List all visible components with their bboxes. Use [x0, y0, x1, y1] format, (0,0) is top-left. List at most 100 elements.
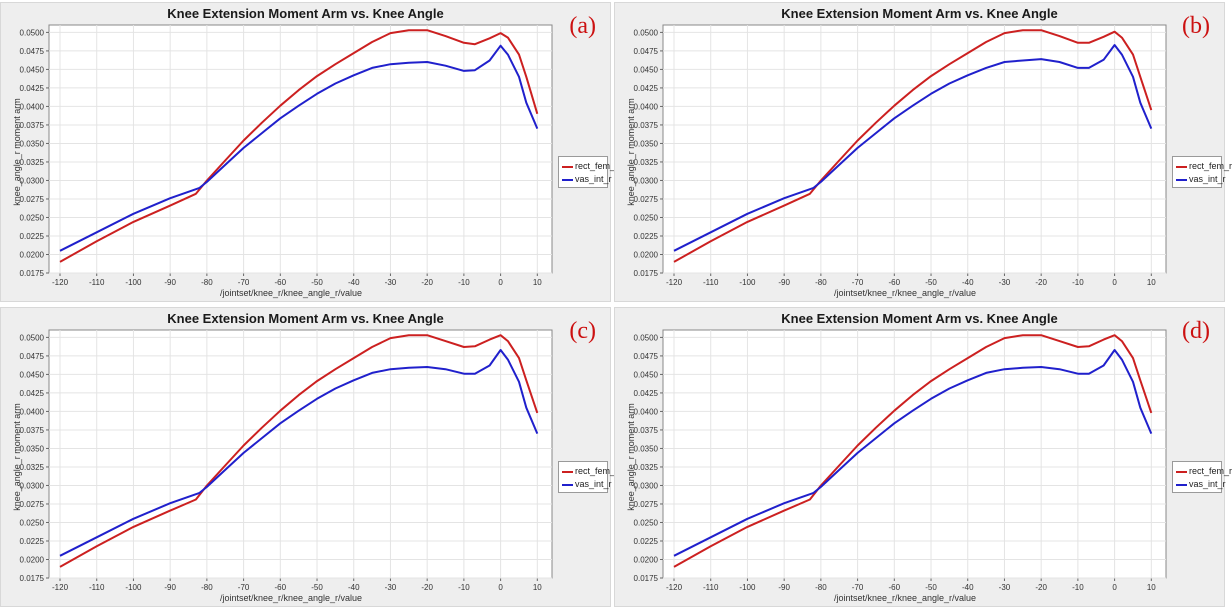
x-tick-label: 10 — [533, 583, 542, 592]
series-line-vas-int-r — [673, 349, 1153, 557]
x-tick-label: -70 — [852, 278, 864, 287]
legend-label: rect_fem_r — [575, 161, 619, 171]
x-tick-label: -80 — [201, 583, 213, 592]
legend-swatch — [562, 483, 573, 486]
legend-swatch — [562, 470, 573, 473]
x-tick-label: -80 — [815, 583, 827, 592]
legend-label: vas_int_r — [1189, 174, 1226, 184]
y-tick-label: 0.0375 — [20, 121, 45, 130]
x-tick-label: -40 — [348, 278, 360, 287]
y-tick-label: 0.0250 — [20, 518, 45, 527]
x-axis-label: /jointset/knee_r/knee_angle_r/value — [219, 288, 363, 298]
legend-item-rect-fem: rect_fem_r — [1176, 465, 1232, 477]
panel-letter: (d) — [1182, 318, 1210, 344]
legend: rect_fem_r vas_int_r — [1172, 156, 1232, 188]
y-tick-label: 0.0225 — [634, 232, 659, 241]
y-tick-label: 0.0450 — [634, 370, 659, 379]
legend-item-rect-fem: rect_fem_r — [562, 465, 618, 477]
x-tick-label: -10 — [458, 278, 470, 287]
series-line-rect-fem-r — [673, 29, 1153, 263]
x-tick-label: -70 — [238, 278, 250, 287]
x-tick-label: -120 — [666, 583, 683, 592]
y-tick-label: 0.0500 — [20, 28, 45, 37]
x-tick-label: -80 — [201, 278, 213, 287]
legend-item-rect-fem: rect_fem_r — [562, 160, 618, 172]
series-line-vas-int-r — [59, 44, 539, 252]
x-tick-label: -50 — [925, 583, 937, 592]
y-tick-label: 0.0425 — [634, 389, 659, 398]
y-tick-label: 0.0400 — [20, 102, 45, 111]
y-tick-label: 0.0450 — [20, 370, 45, 379]
y-tick-label: 0.0400 — [634, 102, 659, 111]
chart-title: Knee Extension Moment Arm vs. Knee Angle — [781, 6, 1058, 21]
y-tick-label: 0.0500 — [20, 333, 45, 342]
chart-title: Knee Extension Moment Arm vs. Knee Angle — [167, 311, 444, 326]
x-tick-label: -10 — [1072, 583, 1084, 592]
y-tick-label: 0.0225 — [20, 232, 45, 241]
x-tick-label: -90 — [164, 583, 176, 592]
x-tick-label: -20 — [1035, 278, 1047, 287]
plot-area — [662, 24, 1167, 274]
series-line-vas-int-r — [673, 44, 1153, 252]
panel-letter: (a) — [569, 13, 596, 39]
plot-area — [48, 329, 553, 579]
y-axis-label: knee_angle_r moment arm — [12, 403, 22, 511]
y-tick-label: 0.0325 — [20, 463, 45, 472]
x-tick-label: -80 — [815, 278, 827, 287]
x-tick-label: -100 — [739, 583, 756, 592]
x-tick-label: -60 — [889, 583, 901, 592]
x-tick-label: 0 — [1112, 583, 1117, 592]
y-tick-label: 0.0375 — [20, 426, 45, 435]
x-tick-label: -110 — [89, 583, 105, 592]
legend-label: rect_fem_r — [1189, 466, 1232, 476]
x-tick-label: -70 — [238, 583, 250, 592]
legend-swatch — [1176, 178, 1187, 181]
y-tick-label: 0.0300 — [20, 176, 45, 185]
y-tick-label: 0.0175 — [20, 269, 45, 278]
legend-label: vas_int_r — [575, 479, 612, 489]
x-axis-label: /jointset/knee_r/knee_angle_r/value — [833, 288, 977, 298]
x-axis-label: /jointset/knee_r/knee_angle_r/value — [833, 593, 977, 603]
legend-label: rect_fem_r — [1189, 161, 1232, 171]
y-tick-label: 0.0400 — [20, 407, 45, 416]
legend-item-rect-fem: rect_fem_r — [1176, 160, 1232, 172]
legend-swatch — [1176, 165, 1187, 168]
y-tick-label: 0.0350 — [20, 139, 45, 148]
plot-svg: -120 -110 -100 -90 -80 -70 -60 -50 -40 -30 -20 -10 0… — [634, 329, 1167, 592]
y-axis-label: knee_angle_r moment arm — [12, 98, 22, 206]
x-tick-label: -120 — [52, 278, 69, 287]
series-line-rect-fem-r — [59, 334, 539, 568]
x-tick-label: -100 — [739, 278, 756, 287]
y-tick-label: 0.0450 — [20, 65, 45, 74]
y-tick-label: 0.0375 — [634, 121, 659, 130]
legend-swatch — [1176, 483, 1187, 486]
y-tick-label: 0.0175 — [20, 574, 45, 583]
panel-letter: (b) — [1182, 13, 1210, 39]
x-tick-label: -40 — [962, 278, 974, 287]
x-tick-label: -30 — [999, 278, 1011, 287]
legend-label: vas_int_r — [1189, 479, 1226, 489]
y-tick-label: 0.0275 — [20, 195, 45, 204]
y-tick-label: 0.0475 — [634, 47, 659, 56]
y-tick-label: 0.0475 — [20, 47, 45, 56]
y-tick-label: 0.0200 — [20, 250, 45, 259]
y-tick-label: 0.0275 — [634, 195, 659, 204]
x-tick-label: -30 — [385, 278, 397, 287]
chart-title: Knee Extension Moment Arm vs. Knee Angle — [781, 311, 1058, 326]
chart-panel-b: -120 -110 -100 -90 -80 -70 -60 -50 -40 -30 -20 -10 0… — [614, 2, 1232, 302]
y-axis-label: knee_angle_r moment arm — [626, 98, 636, 206]
y-tick-label: 0.0500 — [634, 28, 659, 37]
x-tick-label: -40 — [348, 583, 360, 592]
y-tick-label: 0.0250 — [634, 213, 659, 222]
x-tick-label: -90 — [778, 583, 790, 592]
x-tick-label: -20 — [1035, 583, 1047, 592]
y-tick-label: 0.0400 — [634, 407, 659, 416]
x-tick-label: -20 — [421, 278, 433, 287]
y-tick-label: 0.0300 — [20, 481, 45, 490]
y-tick-label: 0.0250 — [634, 518, 659, 527]
chart-panel-c: -120 -110 -100 -90 -80 -70 -60 -50 -40 -30 -20 -10 0… — [0, 307, 618, 607]
legend-label: vas_int_r — [575, 174, 612, 184]
legend: rect_fem_r vas_int_r — [1172, 461, 1232, 493]
x-tick-label: -60 — [889, 278, 901, 287]
chart-panel-a: -120 -110 -100 -90 -80 -70 -60 -50 -40 -30 -20 -10 0… — [0, 2, 618, 302]
